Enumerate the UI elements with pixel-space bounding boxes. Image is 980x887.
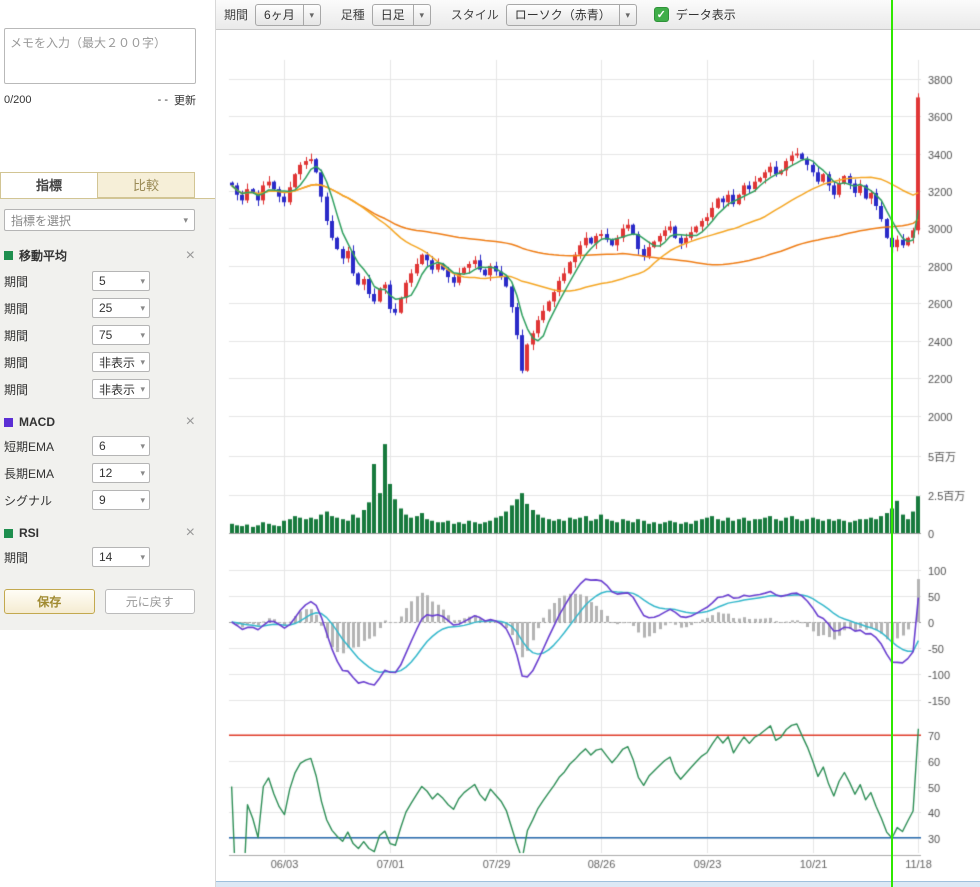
chevron-down-icon: ▾: [140, 356, 145, 367]
data-display-checkbox[interactable]: ✓: [653, 7, 669, 22]
rsi-color-swatch: [4, 528, 13, 538]
ma-period4-label: 期間: [4, 355, 29, 370]
indicator-select[interactable]: 指標を選択 ▾: [4, 209, 195, 231]
rsi-close-icon[interactable]: ×: [185, 524, 195, 541]
sidebar: 0/200 - - 更新 指標 比較 指標を選択 ▾ 移動平均 ×: [0, 0, 215, 887]
panel-rsi: RSI × 期間 14 ▾: [4, 524, 195, 567]
macd-close-icon[interactable]: ×: [185, 413, 195, 430]
timeline-scrollbar[interactable]: [216, 881, 980, 887]
ma-period2-select[interactable]: 25 ▾: [92, 298, 150, 318]
memo-last-update: - -: [157, 94, 168, 106]
ma-period3-select[interactable]: 75 ▾: [92, 325, 150, 345]
sidebar-tabs: 指標 比較: [0, 172, 195, 198]
panel-macd: MACD × 短期EMA 6 ▾ 長期EMA 12 ▾ シグナル 9 ▾: [4, 413, 195, 510]
data-display-label: データ表示: [675, 8, 736, 22]
tab-indicators[interactable]: 指標: [0, 172, 98, 198]
rsi-period-label: 期間: [4, 550, 29, 565]
chevron-down-icon: ▾: [183, 214, 188, 225]
macd-fast-label: 短期EMA: [4, 439, 55, 454]
memo-update-button[interactable]: 更新: [174, 95, 196, 107]
stock-chart-canvas[interactable]: [216, 30, 980, 887]
ma-period1-select[interactable]: 5 ▾: [92, 271, 150, 291]
style-dropdown[interactable]: ローソク（赤青） ▾: [505, 3, 637, 26]
memo-input[interactable]: [4, 28, 196, 84]
ma-period5-label: 期間: [4, 382, 29, 397]
chevron-down-icon: ▾: [140, 275, 145, 286]
macd-fast-value: 6: [99, 439, 106, 453]
period-dropdown[interactable]: 6ヶ月 ▾: [255, 3, 321, 26]
ma-color-swatch: [4, 251, 13, 260]
ma-period3-label: 期間: [4, 328, 29, 343]
macd-color-swatch: [4, 417, 13, 427]
bar-type-label: 足種: [340, 8, 365, 22]
chevron-down-icon: ▾: [140, 440, 145, 451]
chevron-down-icon: ▾: [140, 383, 145, 394]
bar-type-value: 日足: [380, 8, 405, 22]
ma-period5-select[interactable]: 非表示 ▾: [92, 379, 150, 399]
rsi-panel-title: RSI: [19, 526, 40, 540]
bar-type-dropdown[interactable]: 日足 ▾: [371, 3, 431, 26]
chevron-down-icon: ▾: [140, 329, 145, 340]
style-label: スタイル: [450, 8, 499, 22]
rsi-period-select[interactable]: 14 ▾: [92, 547, 150, 567]
indicator-settings-area: 指標を選択 ▾ 移動平均 × 期間 5 ▾ 期間 25 ▾: [0, 198, 215, 630]
memo-box: 0/200 - - 更新: [4, 28, 196, 108]
memo-counter: 0/200: [4, 94, 32, 106]
macd-slow-label: 長期EMA: [4, 466, 55, 481]
ma-period2-value: 25: [99, 301, 113, 315]
period-label: 期間: [224, 8, 249, 22]
macd-slow-value: 12: [99, 466, 113, 480]
ma-panel-title: 移動平均: [19, 249, 68, 263]
chevron-down-icon: ▾: [140, 302, 145, 313]
reset-button[interactable]: 元に戻す: [104, 589, 195, 614]
macd-slow-select[interactable]: 12 ▾: [92, 463, 150, 483]
ma-period2-label: 期間: [4, 301, 29, 316]
macd-fast-select[interactable]: 6 ▾: [92, 436, 150, 456]
ma-period4-select[interactable]: 非表示 ▾: [92, 352, 150, 372]
macd-panel-title: MACD: [19, 415, 55, 429]
chart-main: 期間 6ヶ月 ▾ 足種 日足 ▾ スタイル ローソク（赤青） ▾ ✓ データ表示: [215, 0, 980, 887]
chevron-down-icon: ▾: [140, 494, 145, 505]
panel-moving-average: 移動平均 × 期間 5 ▾ 期間 25 ▾ 期間 75 ▾ 期間: [4, 247, 195, 399]
ma-period1-label: 期間: [4, 274, 29, 289]
rsi-period-value: 14: [99, 550, 113, 564]
macd-signal-value: 9: [99, 493, 106, 507]
ma-period3-value: 75: [99, 328, 113, 342]
save-button[interactable]: 保存: [4, 589, 95, 614]
ma-period5-value: 非表示: [99, 382, 136, 397]
chevron-down-icon: ▾: [302, 4, 320, 25]
chevron-down-icon: ▾: [412, 4, 430, 25]
ma-close-icon[interactable]: ×: [185, 246, 195, 264]
macd-signal-label: シグナル: [4, 493, 53, 508]
chevron-down-icon: ▾: [140, 551, 145, 562]
chart-toolbar: 期間 6ヶ月 ▾ 足種 日足 ▾ スタイル ローソク（赤青） ▾ ✓ データ表示: [216, 0, 980, 30]
style-value: ローソク（赤青）: [514, 8, 611, 22]
chevron-down-icon: ▾: [618, 4, 636, 25]
check-icon: ✓: [656, 9, 666, 21]
tab-compare[interactable]: 比較: [98, 172, 195, 198]
chevron-down-icon: ▾: [140, 467, 145, 478]
period-value: 6ヶ月: [264, 8, 295, 22]
ma-period4-value: 非表示: [99, 355, 136, 370]
indicator-select-value: 指標を選択: [11, 213, 72, 228]
macd-signal-select[interactable]: 9 ▾: [92, 490, 150, 510]
ma-period1-value: 5: [99, 274, 106, 288]
